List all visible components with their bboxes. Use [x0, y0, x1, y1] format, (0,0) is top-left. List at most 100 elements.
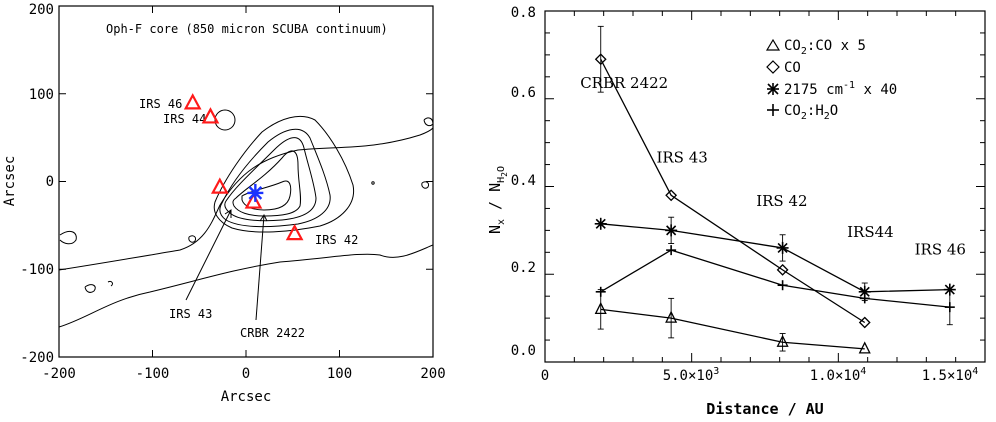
- asterisk-marker: [594, 217, 607, 230]
- annotation-label: IRS 42: [756, 192, 807, 210]
- pointer-arrows: [185, 209, 268, 321]
- x-tick-label-1.5e4: 1.5×104: [922, 366, 979, 384]
- diamond-marker: [776, 263, 789, 276]
- y-tick-label: -100: [20, 262, 54, 278]
- x-tick-label: 0: [541, 368, 549, 384]
- contour-level-6: [241, 180, 292, 211]
- contour-dot: [371, 181, 375, 185]
- y-tick-label: 0: [46, 174, 54, 190]
- triangle-marker: [776, 334, 789, 347]
- series-line: [600, 223, 950, 293]
- error-bar: [597, 25, 604, 93]
- data-series: [594, 25, 956, 354]
- y-tick-label: 0.4: [511, 173, 536, 189]
- series-diamond: [594, 25, 871, 329]
- right-y-tick-labels: 0.0 0.2 0.4 0.6 0.8: [511, 5, 536, 359]
- left-x-tick-labels: -200 -100 0 100 200: [42, 366, 446, 382]
- x-tick-label: 100: [327, 366, 352, 382]
- x-tick-label: 200: [420, 366, 445, 382]
- contour-map-panel: -200 -100 0 100 200 -200 -100 0 100 200 …: [2, 2, 446, 405]
- triangle-marker: [665, 310, 678, 323]
- legend: CO2:CO x 5 CO 2175 cm-1 x 40 CO2:H2O: [765, 38, 897, 122]
- left-axis-ticks: [58, 5, 434, 358]
- arrowhead-crbr2422: [259, 214, 268, 222]
- diamond-marker: [665, 189, 678, 202]
- contour-blob-small-2: [421, 181, 429, 189]
- source-labels: IRS 46 IRS 44 IRS 42 IRS 43 CRBR 2422: [139, 97, 358, 340]
- legend-asterisk-marker: [767, 83, 779, 95]
- svg-text:CO2:H2O: CO2:H2O: [784, 103, 838, 122]
- plus-marker: [595, 286, 606, 297]
- legend-item-co2-co: CO2:CO x 5: [765, 38, 866, 57]
- error-bar: [668, 297, 675, 339]
- legend-item-2175: 2175 cm-1 x 40: [767, 80, 897, 98]
- contour-blob-west: [59, 230, 77, 245]
- source-annotations: CRBR 2422 IRS 43 IRS 42 IRS44 IRS 46: [580, 74, 966, 259]
- arrow-crbr2422: [255, 214, 265, 321]
- triangle-marker: [858, 341, 871, 354]
- left-x-axis-label: Arcsec: [221, 389, 272, 405]
- source-label-irs46: IRS 46: [139, 97, 182, 111]
- outer-contour-upper: [59, 127, 433, 271]
- x-tick-label-1e4: 1.0×104: [810, 366, 867, 384]
- legend-item-co: CO: [766, 60, 801, 76]
- svg-text:2175 cm-1 x 40: 2175 cm-1 x 40: [784, 80, 897, 98]
- source-triangle-marker: [285, 223, 304, 241]
- star-marker: [247, 183, 264, 202]
- left-y-axis-label: Arcsec: [2, 156, 18, 207]
- legend-diamond-marker: [766, 60, 780, 74]
- contour-blob-small-1: [188, 235, 196, 243]
- diamond-marker: [858, 316, 871, 329]
- source-triangle-marker: [210, 177, 229, 194]
- contour-blob-sw: [84, 284, 96, 293]
- left-y-tick-labels: -200 -100 0 100 200: [20, 2, 54, 366]
- svg-text:CO2:CO x 5: CO2:CO x 5: [784, 38, 866, 57]
- asterisk-marker: [776, 241, 789, 254]
- y-tick-label: 100: [29, 87, 54, 103]
- contour-blob-small-3: [423, 117, 433, 127]
- left-plot-frame: [58, 5, 434, 358]
- series-triangle: [594, 289, 871, 354]
- outer-contour-lower: [59, 244, 433, 328]
- y-tick-label: 200: [29, 2, 54, 18]
- contour-level-2: [213, 116, 355, 233]
- y-tick-label: 0.6: [511, 85, 536, 101]
- source-label-crbr2422: CRBR 2422: [240, 326, 305, 340]
- legend-plus-marker: [767, 104, 779, 116]
- plus-marker: [777, 280, 788, 291]
- right-axis-ticks: [544, 10, 986, 363]
- series-line: [600, 249, 950, 308]
- annotation-label: IRS44: [847, 223, 894, 241]
- legend-triangle-marker: [765, 38, 781, 51]
- source-triangle-marker: [183, 93, 202, 110]
- y-tick-label: 0.0: [511, 343, 536, 359]
- annotation-label: IRS 46: [915, 241, 966, 259]
- contour-blob-irs44: [214, 109, 236, 131]
- source-label-irs43: IRS 43: [169, 307, 212, 321]
- y-tick-label: 0.8: [511, 5, 536, 21]
- contour-blob-small-4: [107, 281, 113, 287]
- x-tick-label-5e3: 5.0×103: [663, 366, 720, 384]
- series-asterisk: [594, 216, 956, 302]
- plus-marker: [859, 293, 870, 304]
- annotation-label: IRS 43: [656, 148, 707, 166]
- source-label-irs44: IRS 44: [163, 112, 206, 126]
- abundance-plot-panel: 0.0 0.2 0.4 0.6 0.8 0 5.0×103 1.0×104 1.…: [486, 5, 986, 418]
- source-triangle-marker: [201, 107, 220, 124]
- source-triangle-marker: [244, 192, 263, 209]
- source-label-irs42: IRS 42: [315, 233, 358, 247]
- y-tick-label: -200: [20, 350, 54, 366]
- x-tick-label: 0: [242, 366, 250, 382]
- map-title: Oph-F core (850 micron SCUBA continuum): [106, 22, 388, 36]
- legend-item-co2-h2o: CO2:H2O: [767, 103, 838, 122]
- asterisk-marker: [665, 224, 678, 237]
- right-x-axis-label: Distance / AU: [706, 400, 823, 418]
- plus-marker: [944, 302, 955, 313]
- contour-lines: [59, 109, 433, 328]
- contour-level-5: [232, 150, 302, 217]
- annotation-label: CRBR 2422: [580, 74, 668, 92]
- series-line: [600, 58, 866, 324]
- diamond-marker: [594, 53, 607, 66]
- series-line: [600, 308, 865, 350]
- arrow-irs43: [185, 209, 232, 301]
